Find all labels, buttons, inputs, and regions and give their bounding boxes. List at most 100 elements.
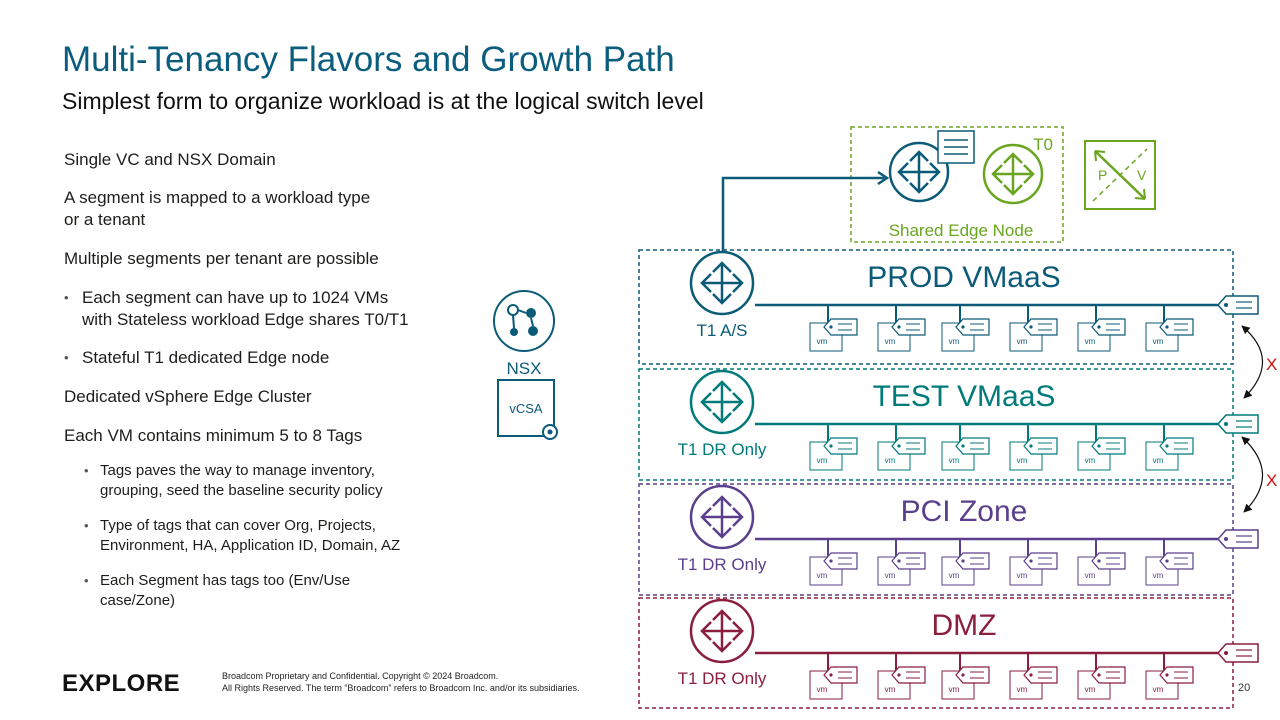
vm-icon: vm (1009, 305, 1058, 352)
shared-edge-label: Shared Edge Node (889, 221, 1034, 240)
vm-icon: vm (1009, 539, 1058, 586)
vm-label: vm (885, 571, 896, 580)
bullet-dedicated-cluster: Dedicated vSphere Edge Cluster (64, 387, 312, 406)
vm-icon: vm (1077, 539, 1126, 586)
bullet-multiple-segments: Multiple segments per tenant are possibl… (64, 249, 379, 268)
bullet-dot: • (84, 573, 89, 588)
vm-icon: vm (1009, 424, 1058, 471)
t1-router-icon (689, 369, 755, 435)
vm-label: vm (1085, 456, 1096, 465)
vm-label: vm (1017, 337, 1028, 346)
t1-router-icon (689, 250, 755, 316)
pv-icon (1084, 140, 1156, 210)
zone-border (638, 483, 1234, 596)
vm-label: vm (817, 337, 828, 346)
vm-label: vm (885, 456, 896, 465)
vm-label: vm (1153, 571, 1164, 580)
isolation-arrow (1241, 325, 1264, 399)
vm-label: vm (949, 456, 960, 465)
segment-tag-icon (1216, 295, 1259, 315)
bullet-tag-types-2: Environment, HA, Application ID, Domain,… (100, 537, 401, 554)
bullet-segment-mapped-2: or a tenant (64, 210, 146, 229)
zone-prod-vmaas: PROD VMaaS T1 A/S vm vm vm vm vm vm (638, 249, 1259, 365)
zone-title: DMZ (932, 609, 997, 642)
vm-icon: vm (941, 305, 990, 352)
vm-label: vm (1017, 685, 1028, 694)
t1-router-label: T1 DR Only (678, 555, 767, 574)
vm-icon: vm (941, 653, 990, 700)
bullet-stateful-t1: Stateful T1 dedicated Edge node (82, 348, 330, 367)
zone-border (638, 368, 1234, 481)
vm-icon: vm (1077, 653, 1126, 700)
bullet-segment-tags-1: Each Segment has tags too (Env/Use (100, 572, 351, 589)
nsx-icon (493, 290, 555, 352)
t1-router-icon (689, 598, 755, 664)
shared-edge-box (850, 126, 1064, 243)
vm-icon: vm (877, 305, 926, 352)
pv-p-label: P (1098, 167, 1107, 183)
edge-config-icon (937, 130, 975, 164)
vm-icon: vm (1009, 653, 1058, 700)
zone-title: PCI Zone (901, 495, 1028, 528)
bullet-dot: • (84, 463, 89, 478)
zone-pci-zone: PCI Zone T1 DR Only vm vm vm vm vm vm (638, 483, 1259, 596)
vm-icon: vm (809, 305, 858, 352)
vm-label: vm (1017, 456, 1028, 465)
vm-icon: vm (877, 424, 926, 471)
pv-v-label: V (1137, 167, 1147, 183)
nsx-label: NSX (507, 359, 542, 378)
vm-icon: vm (1145, 653, 1194, 700)
vm-label: vm (885, 685, 896, 694)
vm-icon: vm (941, 539, 990, 586)
footer-copyright: Broadcom Proprietary and Confidential. C… (222, 671, 499, 681)
vm-icon: vm (809, 424, 858, 471)
vm-icon: vm (877, 539, 926, 586)
t1-t0-uplink-arrow (877, 170, 890, 186)
vm-icon: vm (877, 653, 926, 700)
t0-router-green-icon (982, 143, 1044, 205)
vm-icon: vm (1145, 424, 1194, 471)
page-number: 20 (1238, 682, 1251, 694)
bullet-1024-vms-1: Each segment can have up to 1024 VMs (82, 288, 389, 307)
vm-label: vm (885, 337, 896, 346)
bullet-dot: • (64, 350, 69, 365)
zone-test-vmaas: TEST VMaaS T1 DR Only vm vm vm vm vm vm (638, 368, 1259, 481)
bullet-single-vc: Single VC and NSX Domain (64, 150, 276, 169)
vm-icon: vm (941, 424, 990, 471)
vm-label: vm (817, 456, 828, 465)
vm-label: vm (1085, 685, 1096, 694)
vm-icon: vm (1145, 539, 1194, 586)
isolation-arrow (1241, 436, 1264, 513)
zone-container: PROD VMaaS T1 A/S vm vm vm vm vm vm TEST VMaaS T1… (638, 249, 1259, 709)
segment-tag-icon (1216, 529, 1259, 549)
vm-label: vm (1153, 337, 1164, 346)
vcsa-label: vCSA (509, 401, 543, 416)
vm-label: vm (949, 337, 960, 346)
vm-label: vm (817, 685, 828, 694)
t1-router-label: T1 A/S (696, 321, 747, 340)
bullet-tags-paves-2: grouping, seed the baseline security pol… (100, 482, 383, 499)
vm-label: vm (817, 571, 828, 580)
page-subtitle: Simplest form to organize workload is at… (62, 88, 704, 114)
segment-tag-icon (1216, 643, 1259, 663)
zone-title: TEST VMaaS (873, 380, 1056, 413)
isolation-x-mark: X (1266, 471, 1277, 490)
vm-label: vm (1017, 571, 1028, 580)
vm-icon: vm (1077, 424, 1126, 471)
footer-rights: All Rights Reserved. The term “Broadcom”… (222, 683, 580, 693)
vm-icon: vm (1077, 305, 1126, 352)
vm-label: vm (949, 571, 960, 580)
t0-router-blue-icon (888, 141, 950, 203)
segment-tag-icon (1216, 414, 1259, 434)
bullet-segment-tags-2: case/Zone) (100, 592, 176, 609)
bullet-1024-vms-2: with Stateless workload Edge shares T0/T… (82, 310, 409, 329)
vm-label: vm (949, 685, 960, 694)
page-title: Multi-Tenancy Flavors and Growth Path (62, 40, 675, 79)
t1-router-icon (689, 484, 755, 550)
bullet-vm-tags: Each VM contains minimum 5 to 8 Tags (64, 426, 363, 445)
zone-title: PROD VMaaS (867, 261, 1060, 294)
t1-router-label: T1 DR Only (678, 669, 767, 688)
vm-icon: vm (809, 653, 858, 700)
vm-label: vm (1085, 337, 1096, 346)
